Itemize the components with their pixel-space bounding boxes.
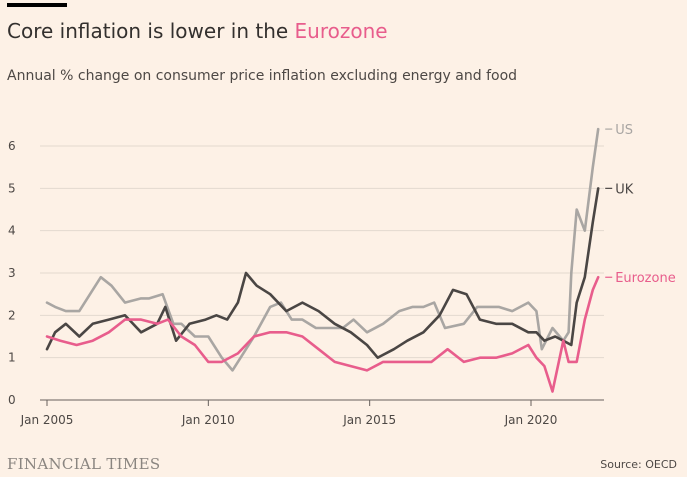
y-axis-ticks: 0 1 2 3 4 5 6 xyxy=(8,139,16,407)
brand-logo-text: FINANCIAL TIMES xyxy=(7,455,161,473)
brand-topbar xyxy=(7,3,67,7)
y-tick-label: 6 xyxy=(8,139,16,153)
y-tick-label: 2 xyxy=(8,308,16,322)
y-tick-label: 0 xyxy=(8,393,16,407)
x-tick-label: Jan 2015 xyxy=(342,413,396,427)
y-tick-label: 3 xyxy=(8,266,16,280)
source-note: Source: OECD xyxy=(600,458,677,471)
series-labels: US UK Eurozone xyxy=(605,123,676,286)
x-tick-label: Jan 2010 xyxy=(181,413,235,427)
chart-title: Core inflation is lower in the Eurozone xyxy=(7,19,388,43)
x-tick-label: Jan 2005 xyxy=(20,413,74,427)
chart-title-prefix: Core inflation is lower in the xyxy=(7,19,295,43)
series-line-eurozone xyxy=(45,275,600,393)
series-label-us: US xyxy=(615,123,633,138)
chart-series xyxy=(45,127,600,393)
series-label-uk: UK xyxy=(615,182,634,197)
x-axis: Jan 2005 Jan 2010 Jan 2015 Jan 2020 xyxy=(20,400,558,427)
chart-title-highlight: Eurozone xyxy=(294,19,388,43)
series-line-uk xyxy=(45,187,600,359)
y-tick-label: 1 xyxy=(8,351,16,365)
series-line-us xyxy=(45,127,600,372)
y-tick-label: 4 xyxy=(8,224,16,238)
series-label-eurozone: Eurozone xyxy=(615,271,675,286)
y-tick-label: 5 xyxy=(8,181,16,195)
chart-subtitle: Annual % change on consumer price inflat… xyxy=(7,68,518,84)
x-tick-label: Jan 2020 xyxy=(504,413,558,427)
chart-grid xyxy=(40,145,604,401)
